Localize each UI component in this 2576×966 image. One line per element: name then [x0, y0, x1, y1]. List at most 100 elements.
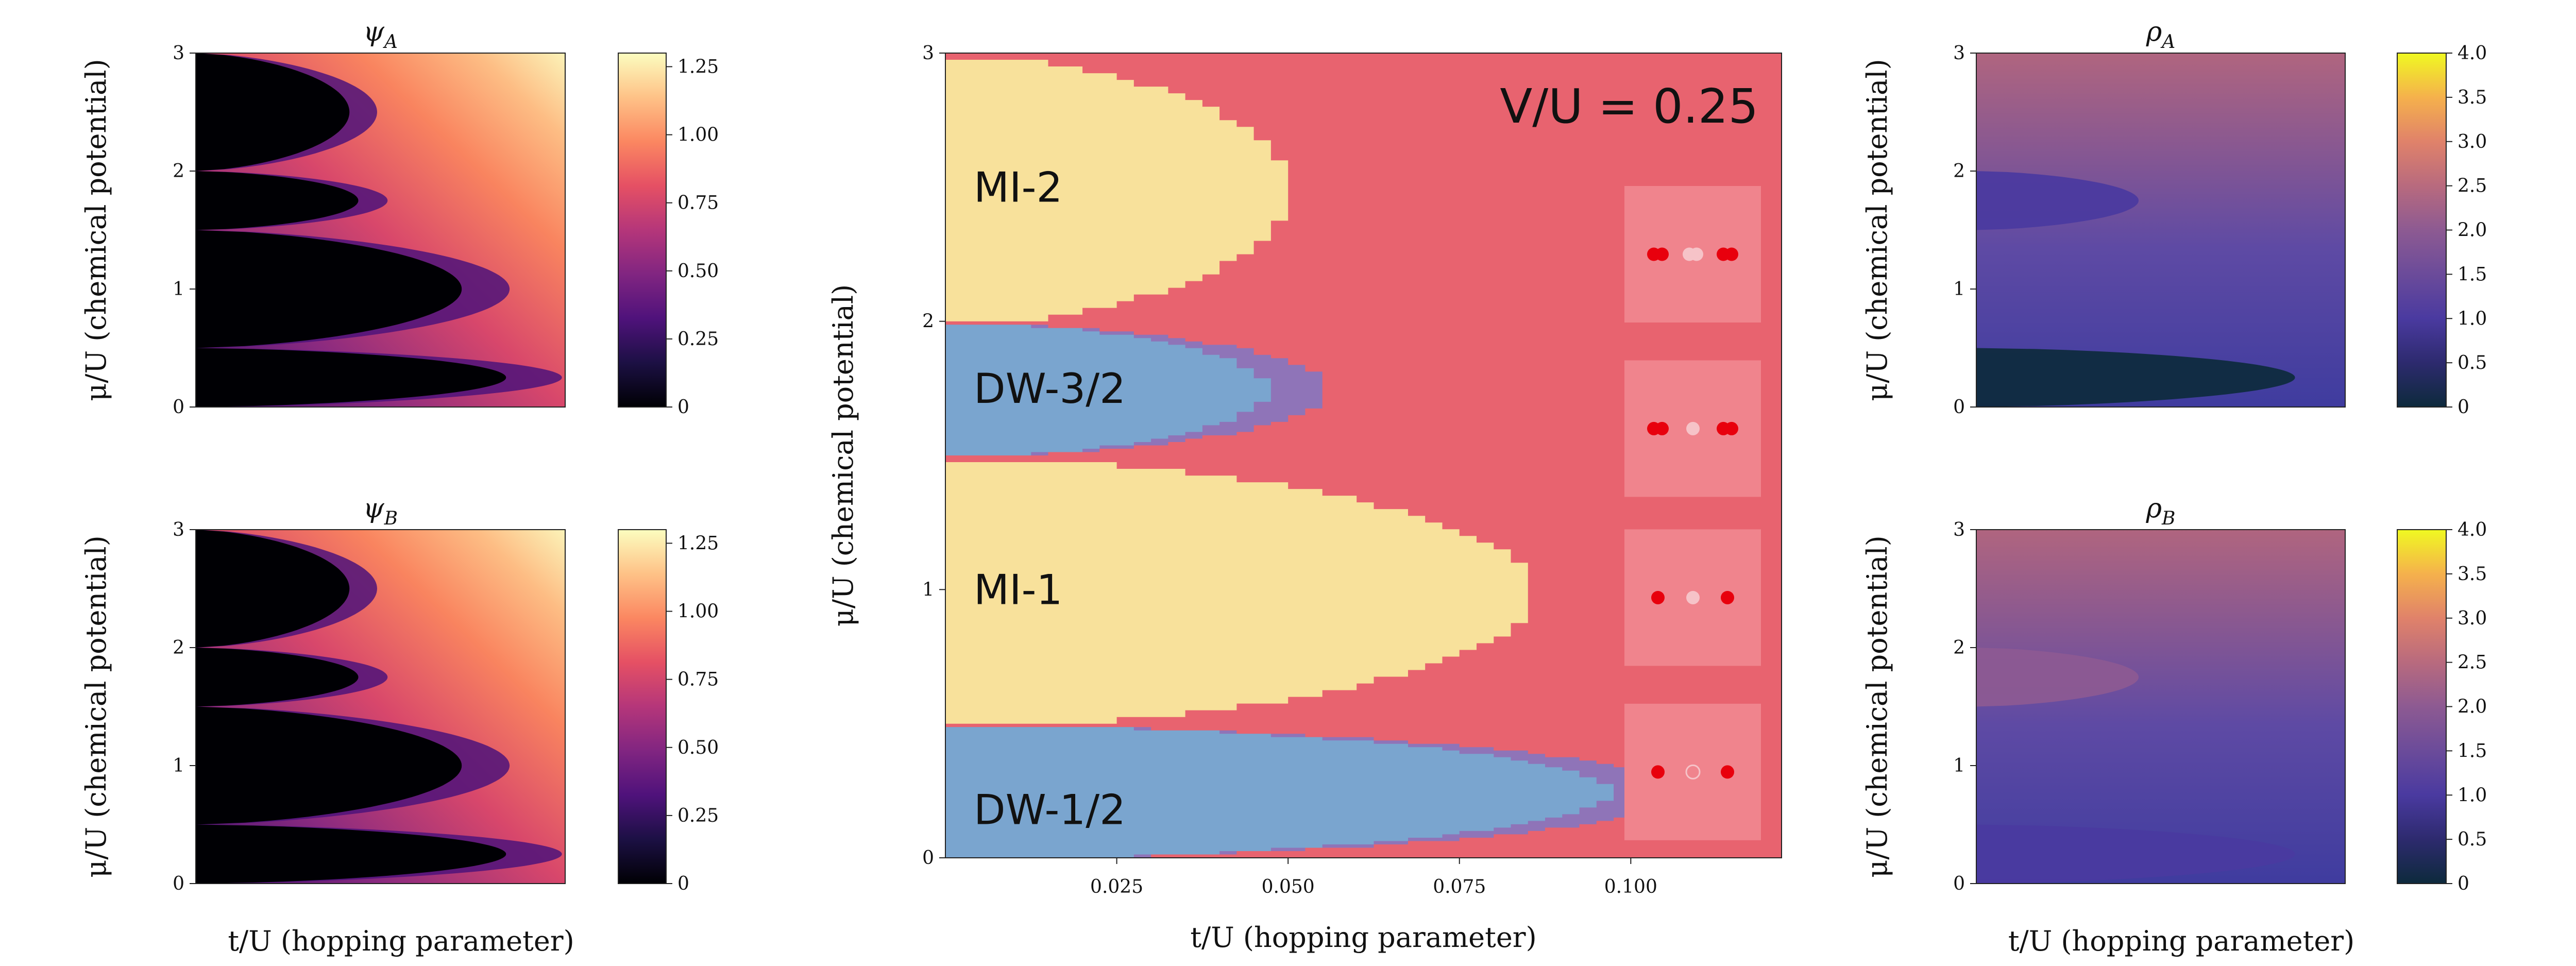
rhoA-ytick-label: 0 — [1953, 397, 1965, 418]
psiA-ytick-label: 0 — [173, 397, 184, 418]
rhoA-cbar-tick-label: 4.0 — [2458, 43, 2487, 64]
phase-label: MI-2 — [974, 163, 1062, 211]
phase-ylabel: μ/U (chemical potential) — [827, 284, 859, 626]
rhoA-colorbar — [2397, 53, 2447, 408]
rhoB-cbar-tick-label: 2.0 — [2458, 697, 2487, 718]
psiA-heatmap — [196, 53, 565, 407]
rhoB-xlabel: t/U (hopping parameter) — [2008, 925, 2354, 957]
phase-xtick-label: 0.025 — [1090, 876, 1143, 897]
psiB-frame — [195, 529, 566, 884]
psiB-colorbar — [618, 529, 667, 884]
empty-site-dot — [1685, 764, 1701, 779]
psiB-ytick-label: 0 — [173, 873, 184, 894]
psiA-mott-lobe — [196, 230, 462, 348]
rhoA-ytick-label: 3 — [1953, 43, 1965, 64]
rhoB-ytick-label: 0 — [1953, 873, 1965, 894]
rhoB-ylabel: μ/U (chemical potential) — [1861, 535, 1893, 877]
psiB-ytick-label: 3 — [173, 519, 184, 540]
psiB-cbar-tick-label: 0.75 — [677, 669, 719, 690]
phase-region-density_wave — [945, 723, 1614, 858]
psiB-cbar-tick-label: 0 — [677, 873, 689, 894]
psiA-colorbar — [618, 53, 667, 408]
rhoA-cbar-tick-label: 3.5 — [2458, 87, 2487, 108]
rhoB-ytick-label: 1 — [1953, 755, 1965, 776]
psiA-ytick-label: 2 — [173, 161, 184, 182]
phase-ytick-label: 2 — [922, 311, 934, 332]
psiB-mott-lobe — [196, 530, 350, 648]
phase-frame — [945, 53, 1782, 858]
phase-xtick-label: 0.050 — [1262, 876, 1315, 897]
particle-dot — [1651, 590, 1665, 604]
rhoB-colorbar — [2397, 529, 2447, 884]
rhoA-frame — [1976, 53, 2346, 408]
phase-ytick-label: 1 — [922, 579, 934, 600]
psiA-cbar-tick-label: 0 — [677, 397, 689, 418]
psiB-title-main: ψ — [363, 493, 385, 524]
psiB-cbar-tick-label: 0.50 — [677, 737, 719, 758]
rhoA-cbar-tick-label: 1.0 — [2458, 308, 2487, 329]
psiA-cbar-tick-label: 0.50 — [677, 261, 719, 282]
psiB-mott-lobe — [196, 824, 506, 884]
psiB-cbar-tick-label: 0.25 — [677, 805, 719, 826]
rhoA-cbar-tick-label: 2.0 — [2458, 220, 2487, 241]
rhoB-frame — [1976, 529, 2346, 884]
rhoB-cbar-tick-label: 3.0 — [2458, 608, 2487, 629]
psiB-title: ψB — [363, 493, 398, 529]
rhoA-title-main: ρ — [2146, 16, 2162, 47]
rhoA-density-plateau — [1976, 348, 2295, 407]
psiB-mott-lobe — [196, 648, 359, 707]
phase-label: DW-3/2 — [974, 365, 1126, 413]
rhoA-ytick-label: 1 — [1953, 279, 1965, 300]
phase-region-mott — [945, 455, 1528, 724]
particle-dot — [1721, 590, 1734, 604]
psiB-mott-lobe — [196, 706, 462, 825]
psiA-ytick-label: 3 — [173, 43, 184, 64]
rhoB-density-plateau — [1976, 824, 2295, 884]
psiA-title-sub: A — [383, 31, 398, 53]
rhoA-cbar-tick-label: 0 — [2458, 397, 2469, 418]
rhoB-cbar-tick-label: 2.5 — [2458, 652, 2487, 673]
psiA-mott-lobe — [196, 171, 359, 230]
psiB-xlabel: t/U (hopping parameter) — [228, 925, 574, 957]
psiB-ytick-label: 1 — [173, 755, 184, 776]
psiA-title: ψA — [363, 16, 398, 53]
psiA-cbar-tick-label: 0.75 — [677, 193, 719, 214]
particle-dot — [1655, 421, 1669, 435]
particle-dot — [1651, 765, 1665, 779]
particle-dot — [1725, 421, 1738, 435]
phase-ytick-label: 0 — [922, 848, 934, 869]
psiA-frame — [195, 53, 566, 408]
psiA-ytick-label: 1 — [173, 279, 184, 300]
particle-dot — [1721, 765, 1734, 779]
phase-title: V/U = 0.25 — [1500, 79, 1758, 134]
rhoB-cbar-tick-label: 3.5 — [2458, 564, 2487, 585]
particle-dot — [1655, 247, 1669, 261]
rhoB-cbar-tick-label: 4.0 — [2458, 519, 2487, 540]
rhoB-cbar-tick-label: 1.5 — [2458, 740, 2487, 761]
psiA-cbar-tick-label: 1.00 — [677, 125, 719, 146]
phase-xlabel: t/U (hopping parameter) — [1190, 921, 1536, 954]
rhoB-title-sub: B — [2161, 508, 2175, 529]
rhoA-ytick-label: 2 — [1953, 161, 1965, 182]
rhoB-heatmap — [1976, 530, 2345, 884]
phase-xtick-label: 0.100 — [1604, 876, 1657, 897]
psiB-cbar-tick-label: 1.25 — [677, 533, 719, 554]
hole-dot — [1690, 247, 1703, 261]
rhoB-density-plateau — [1976, 648, 2139, 707]
rhoA-density-plateau — [1976, 171, 2139, 230]
psiB-ytick-label: 2 — [173, 637, 184, 658]
phase-xtick-label: 0.075 — [1433, 876, 1486, 897]
psiA-mott-lobe — [196, 53, 350, 171]
phase-region-density_wave — [945, 321, 1271, 455]
psiB-ylabel: μ/U (chemical potential) — [80, 535, 112, 877]
rhoB-cbar-tick-label: 1.0 — [2458, 785, 2487, 806]
psiA-cbar-tick-label: 1.25 — [677, 56, 719, 77]
rhoA-cbar-tick-label: 3.0 — [2458, 131, 2487, 152]
inset-box — [1624, 703, 1761, 840]
psiB-cbar-tick-label: 1.00 — [677, 601, 719, 622]
psiA-ylabel: μ/U (chemical potential) — [80, 59, 112, 401]
psiB-title-sub: B — [384, 508, 398, 529]
rhoA-cbar-tick-label: 1.5 — [2458, 264, 2487, 285]
rhoB-cbar-tick-label: 0.5 — [2458, 829, 2487, 850]
